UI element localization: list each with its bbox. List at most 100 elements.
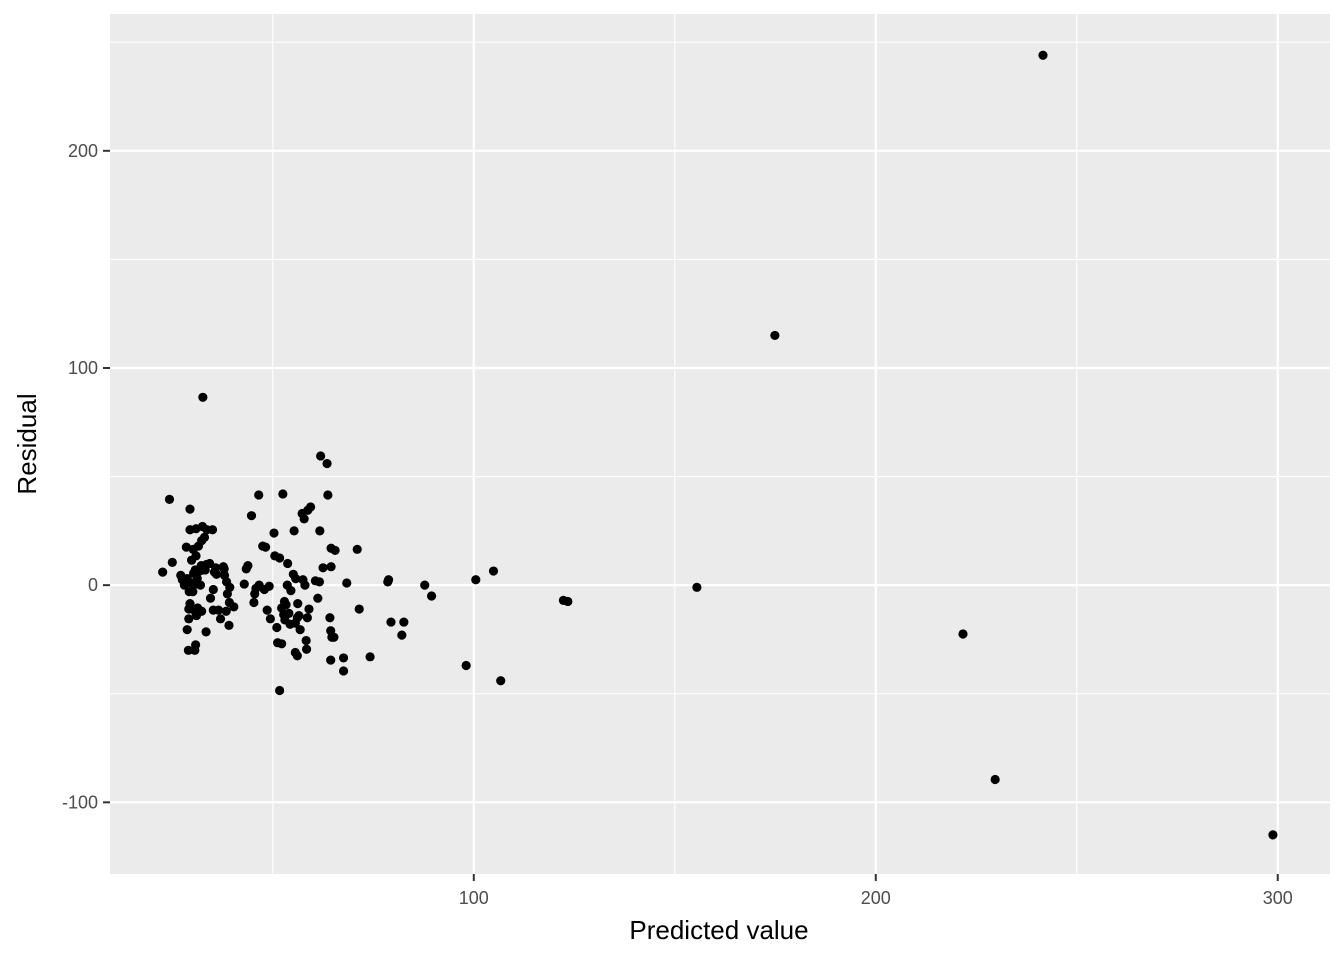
- data-point: [208, 584, 218, 595]
- data-point: [185, 525, 195, 535]
- data-point: [219, 570, 230, 580]
- data-point: [189, 568, 199, 578]
- x-axis-ticks: 100 200 300: [459, 874, 1293, 908]
- data-point: [164, 494, 175, 504]
- data-point: [323, 490, 333, 500]
- data-point: [338, 653, 349, 663]
- data-point: [249, 597, 259, 608]
- data-point: [318, 563, 328, 573]
- data-point: [221, 606, 231, 616]
- data-point: [277, 603, 287, 613]
- data-point: [399, 617, 409, 627]
- data-point: [218, 562, 228, 572]
- data-point: [1268, 830, 1278, 840]
- data-point: [222, 589, 232, 599]
- data-point: [275, 685, 285, 696]
- data-point: [692, 582, 702, 592]
- data-point: [283, 558, 293, 569]
- data-point: [1038, 50, 1048, 60]
- data-point: [290, 647, 300, 658]
- minor-gridlines: [110, 14, 1330, 874]
- data-point: [326, 562, 336, 572]
- data-point: [282, 580, 292, 590]
- data-point: [302, 613, 312, 623]
- data-point: [181, 542, 191, 552]
- data-point: [990, 774, 1000, 785]
- data-point: [288, 569, 298, 579]
- y-tick-label: 0: [88, 575, 98, 595]
- data-point: [352, 544, 362, 554]
- x-tick-label: 200: [861, 888, 891, 908]
- data-point: [272, 622, 282, 633]
- data-point: [176, 570, 186, 580]
- data-point: [383, 577, 393, 587]
- data-point: [293, 599, 303, 609]
- data-point: [289, 526, 299, 536]
- data-point: [326, 655, 336, 665]
- data-point: [342, 578, 352, 588]
- data-point: [224, 620, 234, 630]
- data-point: [310, 576, 321, 586]
- data-point: [182, 625, 192, 635]
- data-point: [278, 489, 288, 499]
- data-point: [295, 625, 305, 635]
- data-point: [471, 575, 481, 585]
- data-point: [354, 604, 364, 614]
- data-point: [224, 597, 234, 608]
- data-point: [190, 645, 200, 655]
- data-point: [208, 605, 218, 615]
- data-point: [262, 605, 272, 615]
- y-axis-ticks: -100 0 100 200: [62, 141, 110, 812]
- data-point: [270, 551, 280, 561]
- data-point: [241, 564, 251, 574]
- plot-panel: [110, 14, 1330, 874]
- data-point: [301, 644, 312, 654]
- data-point: [273, 638, 283, 648]
- data-point: [325, 613, 335, 623]
- data-point: [365, 652, 375, 662]
- data-point: [205, 593, 216, 603]
- data-point: [386, 617, 396, 627]
- data-points: [158, 50, 1278, 840]
- data-point: [326, 543, 336, 553]
- data-point: [187, 555, 197, 565]
- data-point: [209, 567, 220, 577]
- data-point: [183, 645, 193, 655]
- data-point: [300, 580, 310, 590]
- data-point: [184, 614, 194, 624]
- data-point: [269, 528, 279, 538]
- data-point: [184, 604, 194, 614]
- data-point: [461, 660, 471, 671]
- data-point: [167, 557, 177, 567]
- y-axis-title: Residual: [12, 393, 42, 494]
- data-point: [958, 629, 968, 639]
- data-point: [313, 593, 323, 603]
- data-point: [301, 635, 311, 646]
- data-point: [315, 526, 325, 536]
- data-point: [397, 630, 407, 640]
- data-point: [297, 508, 307, 519]
- data-point: [770, 330, 780, 341]
- x-tick-label: 100: [459, 888, 489, 908]
- data-point: [265, 614, 275, 624]
- data-point: [258, 541, 268, 551]
- data-point: [250, 589, 260, 599]
- data-point: [563, 596, 573, 607]
- data-point: [326, 626, 336, 636]
- major-gridlines: [110, 14, 1330, 874]
- data-point: [239, 579, 249, 589]
- data-point: [316, 451, 326, 461]
- data-point: [201, 627, 211, 637]
- data-point: [304, 604, 314, 614]
- data-point: [185, 504, 195, 514]
- y-tick-label: -100: [62, 792, 98, 812]
- data-point: [158, 567, 168, 577]
- y-tick-label: 100: [68, 358, 98, 378]
- data-point: [184, 587, 194, 597]
- x-tick-label: 300: [1263, 888, 1293, 908]
- data-point: [420, 580, 430, 590]
- data-point: [198, 392, 208, 402]
- data-point: [322, 458, 332, 469]
- data-point: [254, 490, 264, 500]
